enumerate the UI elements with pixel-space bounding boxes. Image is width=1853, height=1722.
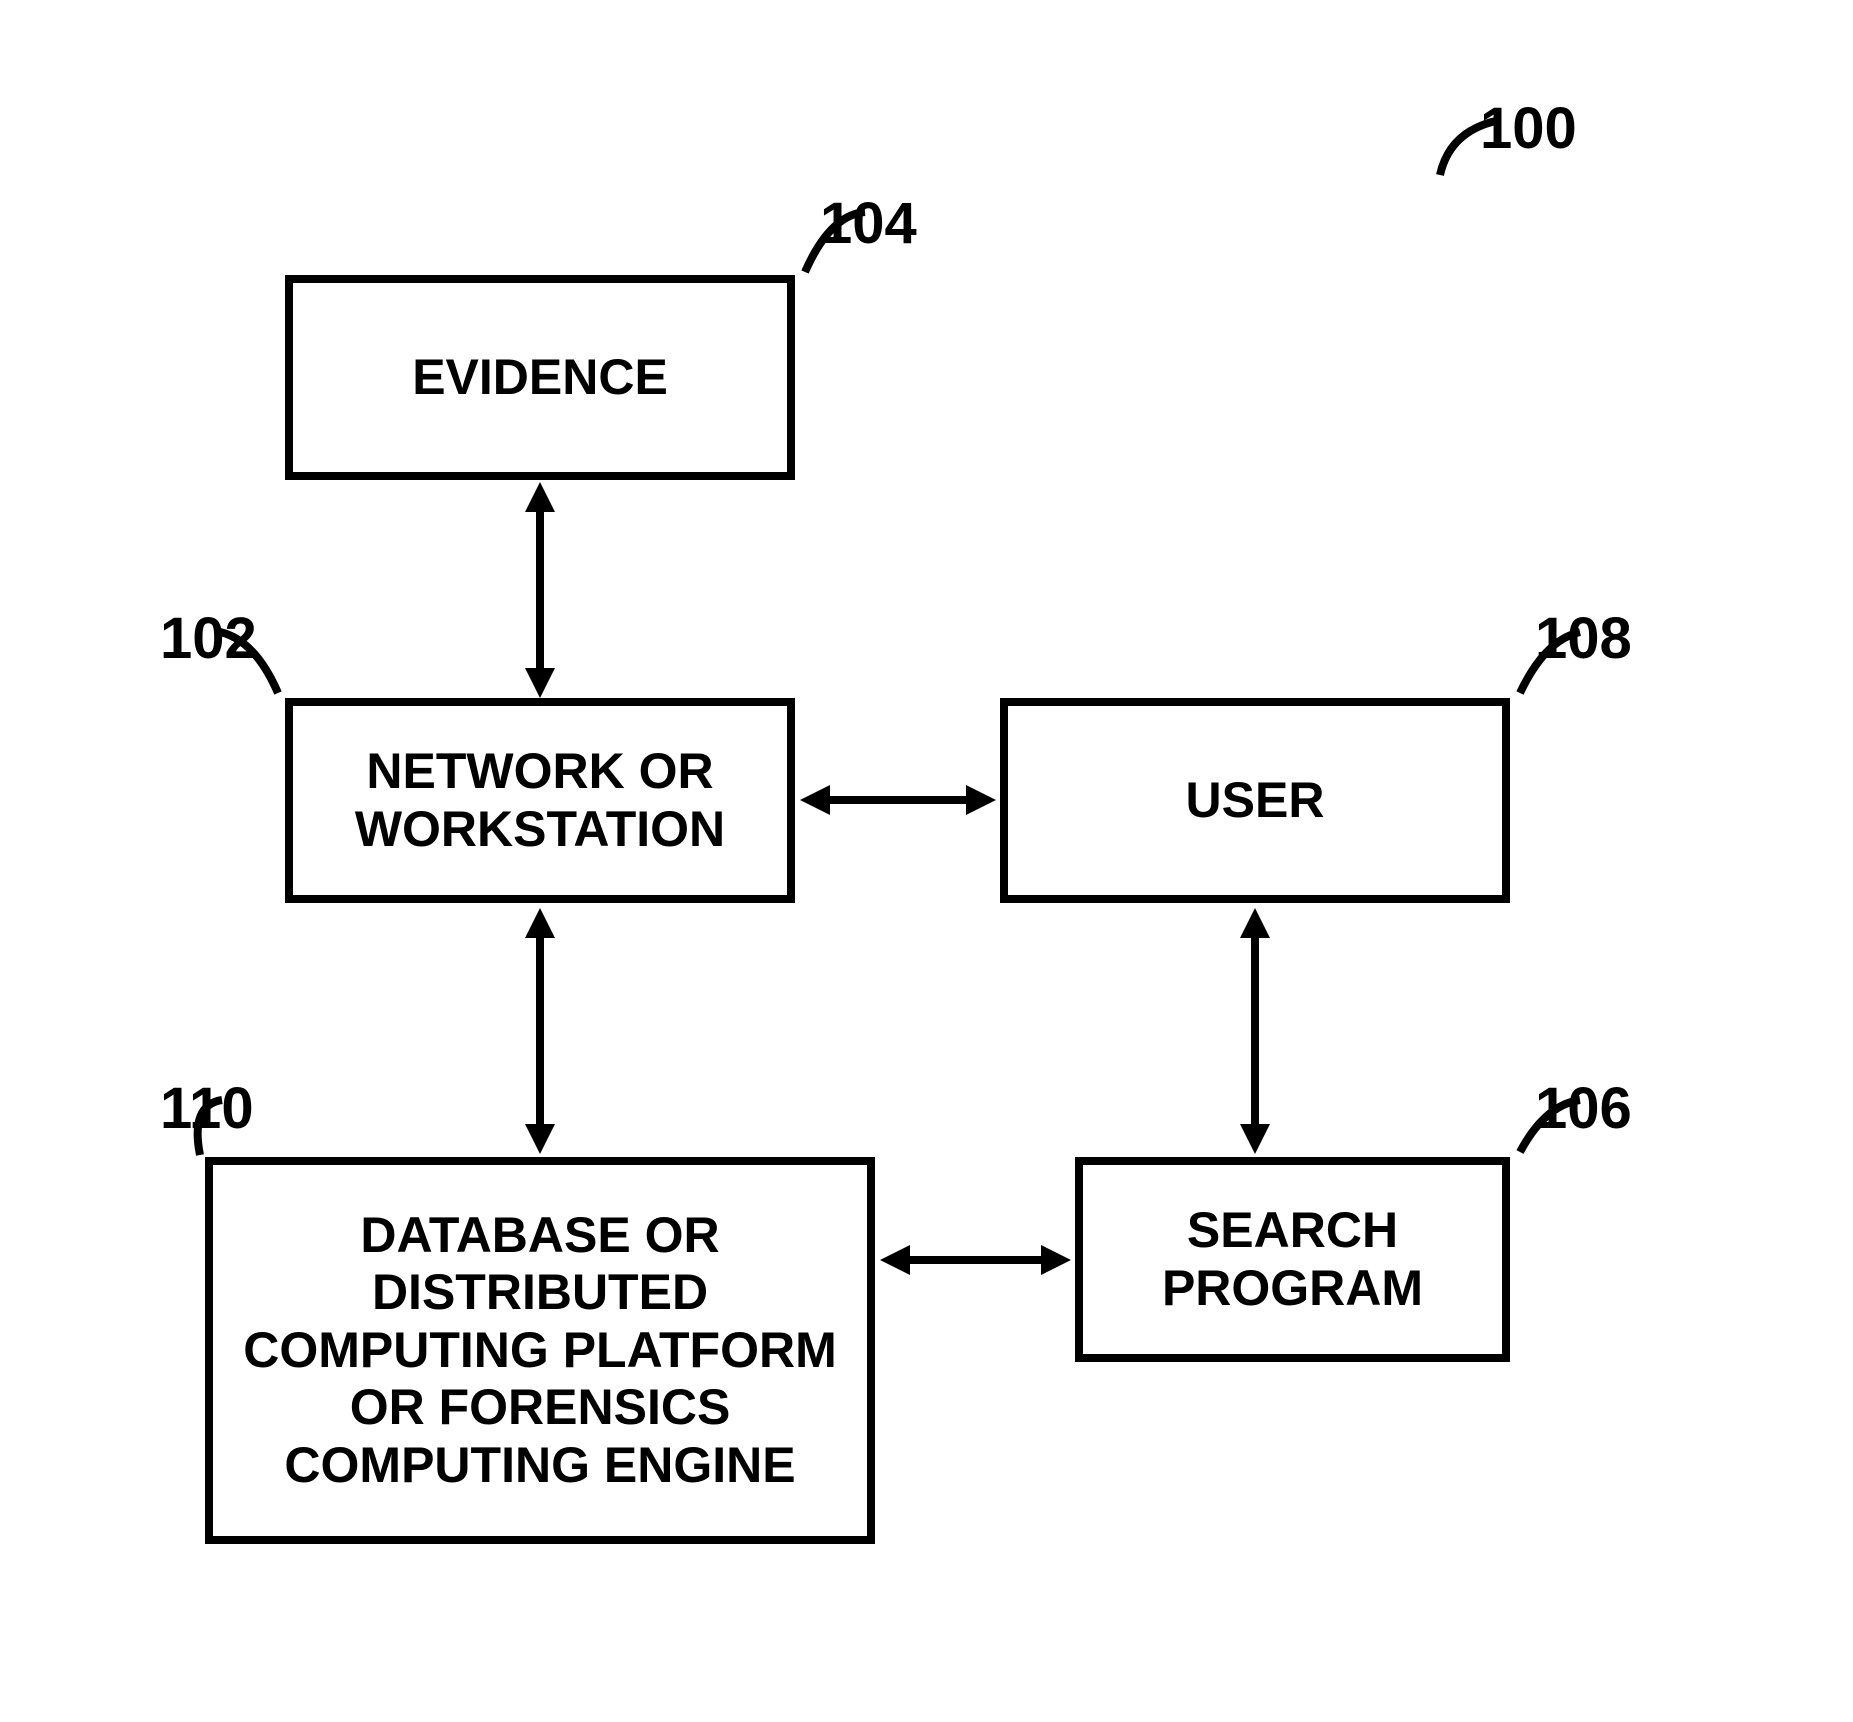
- diagram-container: 100 EVIDENCE 104 NETWORK OR WORKSTATION …: [0, 0, 1853, 1722]
- arrow-network-database: [536, 936, 544, 1126]
- arrow-network-user: [828, 796, 968, 804]
- arrow-head-down-1: [525, 668, 555, 698]
- arrow-head-down-3: [1240, 1124, 1270, 1154]
- arrow-evidence-network: [536, 510, 544, 670]
- arrow-head-left-1: [800, 785, 830, 815]
- arrow-head-left-2: [880, 1245, 910, 1275]
- ref-curve-106: [0, 0, 1853, 1722]
- arrow-user-search: [1251, 936, 1259, 1126]
- arrow-head-up-1: [525, 482, 555, 512]
- arrow-head-right-1: [966, 785, 996, 815]
- arrow-head-right-2: [1041, 1245, 1071, 1275]
- arrow-database-search: [908, 1256, 1043, 1264]
- arrow-head-up-3: [1240, 908, 1270, 938]
- arrow-head-up-2: [525, 908, 555, 938]
- arrow-head-down-2: [525, 1124, 555, 1154]
